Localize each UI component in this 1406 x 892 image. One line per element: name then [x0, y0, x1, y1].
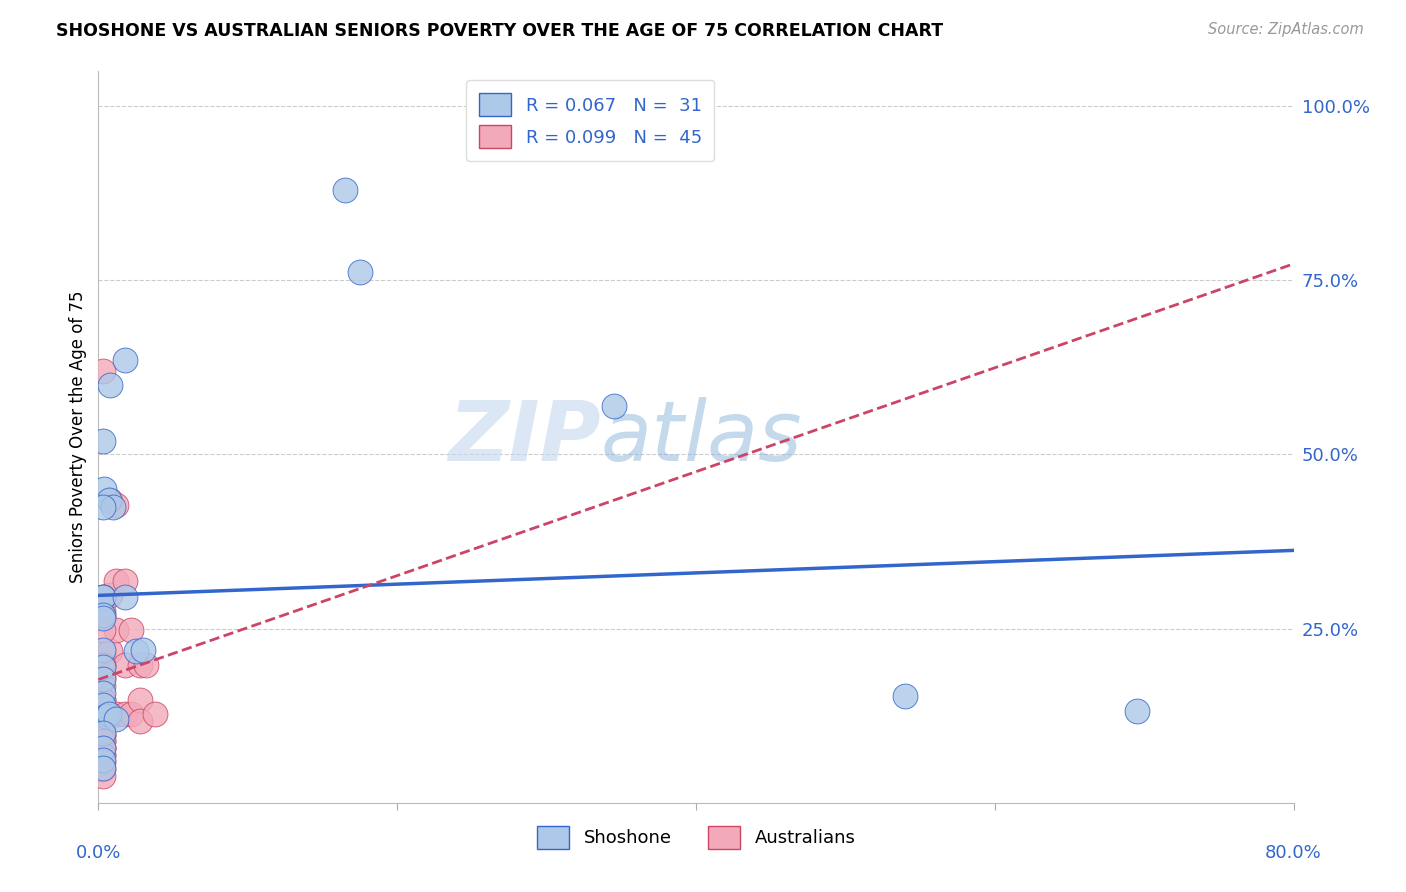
Point [91, 753, 114, 767]
Point [91, 761, 114, 775]
Point [91, 748, 114, 763]
Point [98, 588, 122, 602]
Point [91, 434, 114, 448]
Point [114, 706, 136, 721]
Point [91, 660, 114, 674]
Point [91, 670, 114, 684]
Text: 80.0%: 80.0% [1265, 845, 1322, 863]
Point [105, 706, 128, 721]
Point [105, 498, 128, 512]
Point [91, 741, 114, 756]
Point [91, 679, 114, 693]
Point [98, 492, 122, 507]
Legend: Shoshone, Australians: Shoshone, Australians [526, 814, 866, 860]
Text: SHOSHONE VS AUSTRALIAN SENIORS POVERTY OVER THE AGE OF 75 CORRELATION CHART: SHOSHONE VS AUSTRALIAN SENIORS POVERTY O… [56, 22, 943, 40]
Point [97, 706, 120, 721]
Point [91, 657, 114, 672]
Point [91, 756, 114, 770]
Point [91, 500, 114, 514]
Point [91, 591, 114, 605]
Point [132, 642, 155, 657]
Point [98, 377, 122, 392]
Point [97, 492, 120, 507]
Point [143, 706, 166, 721]
Point [91, 727, 114, 741]
Point [91, 698, 114, 713]
Point [91, 748, 114, 763]
Point [105, 574, 128, 589]
Point [91, 642, 114, 657]
Point [91, 706, 114, 721]
Point [91, 672, 114, 686]
Point [333, 183, 356, 197]
Point [91, 623, 114, 637]
Point [91, 686, 114, 700]
Point [98, 706, 122, 721]
Point [91, 657, 114, 672]
Point [120, 706, 142, 721]
Point [114, 657, 136, 672]
Point [91, 721, 114, 735]
Point [91, 604, 114, 618]
Point [105, 623, 128, 637]
Point [114, 574, 136, 589]
Point [114, 353, 136, 368]
Y-axis label: Seniors Poverty Over the Age of 75: Seniors Poverty Over the Age of 75 [69, 291, 87, 583]
Point [91, 763, 114, 777]
Point [120, 623, 142, 637]
Point [91, 646, 114, 660]
Point [91, 692, 114, 706]
Point [114, 591, 136, 605]
Point [603, 399, 626, 413]
Point [91, 591, 114, 605]
Point [103, 500, 125, 514]
Text: 0.0%: 0.0% [76, 845, 121, 863]
Point [91, 769, 114, 783]
Point [91, 727, 114, 741]
Point [91, 714, 114, 728]
Point [91, 741, 114, 756]
Point [894, 690, 917, 704]
Point [349, 265, 371, 279]
Point [91, 609, 114, 624]
Point [94, 708, 117, 723]
Point [91, 364, 114, 378]
Point [129, 657, 152, 672]
Point [91, 734, 114, 748]
Point [91, 741, 114, 756]
Point [1125, 704, 1147, 718]
Text: atlas: atlas [600, 397, 801, 477]
Point [105, 712, 128, 726]
Point [91, 611, 114, 625]
Point [129, 692, 152, 706]
Point [135, 657, 157, 672]
Point [91, 591, 114, 605]
Point [91, 699, 114, 714]
Point [91, 734, 114, 748]
Point [91, 726, 114, 740]
Point [93, 483, 115, 497]
Point [91, 692, 114, 706]
Point [98, 644, 122, 658]
Point [125, 644, 148, 658]
Text: ZIP: ZIP [447, 397, 600, 477]
Point [91, 607, 114, 622]
Text: Source: ZipAtlas.com: Source: ZipAtlas.com [1208, 22, 1364, 37]
Point [129, 714, 152, 728]
